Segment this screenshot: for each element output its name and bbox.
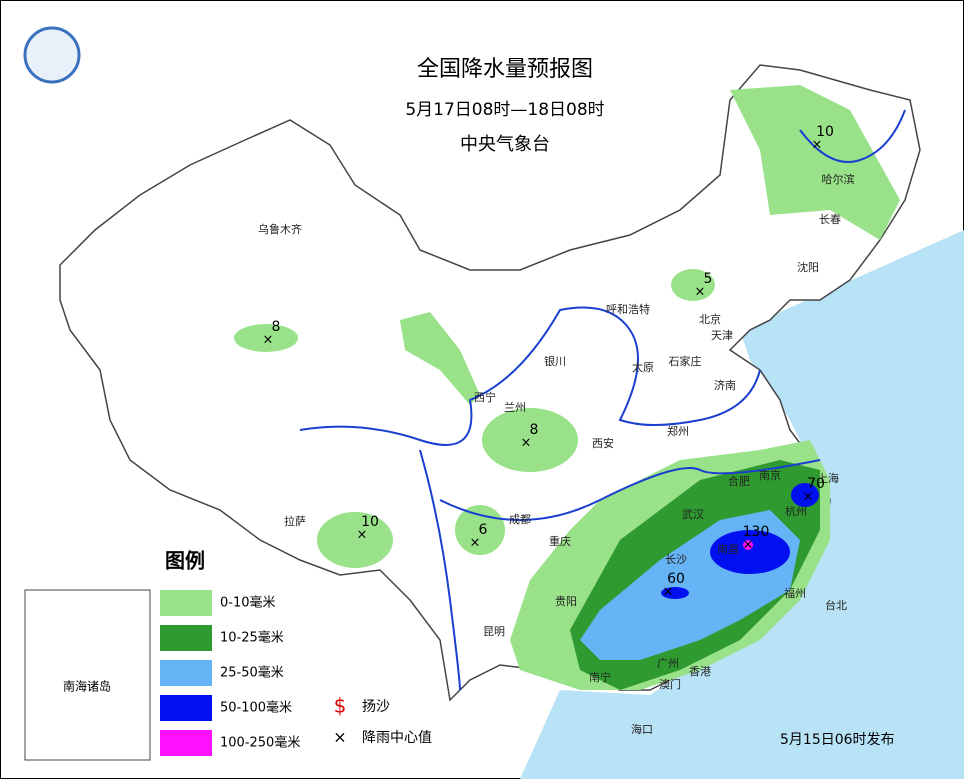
center-cross: × xyxy=(803,490,814,505)
city-label: 南京 xyxy=(759,468,781,482)
city-label: 福州 xyxy=(784,586,806,600)
rain-center-value: 60 xyxy=(667,571,685,587)
center-cross: × xyxy=(743,538,754,553)
zone-rainstorm xyxy=(710,530,790,574)
legend-symbol-label: 降雨中心值 xyxy=(362,730,432,746)
rain-center-value: 5 xyxy=(704,271,713,287)
city-label: 乌鲁木齐 xyxy=(258,222,302,236)
legend-label: 10-25毫米 xyxy=(220,630,284,646)
city-label: 济南 xyxy=(714,378,736,392)
center-cross: × xyxy=(263,333,274,348)
zone-rainstorm xyxy=(791,483,819,507)
city-label: 拉萨 xyxy=(284,514,306,528)
footer: 5月15日06时发布 xyxy=(780,732,895,748)
city-label: 西安 xyxy=(592,436,614,450)
legend-swatch xyxy=(160,625,212,651)
city-label: 郑州 xyxy=(667,424,689,438)
city-label: 台北 xyxy=(825,598,847,612)
rain-center-value: 8 xyxy=(530,422,539,438)
city-label: 西宁 xyxy=(474,390,496,404)
city-label: 香港 xyxy=(689,665,711,678)
rain-center-value: 10 xyxy=(816,124,834,140)
city-label: 合肥 xyxy=(728,474,750,488)
center-cross: × xyxy=(663,585,674,600)
center-cross: × xyxy=(521,436,532,451)
center-cross: × xyxy=(357,528,368,543)
city-label: 南宁 xyxy=(589,670,611,684)
zone-light xyxy=(730,85,900,240)
city-label: 哈尔滨 xyxy=(822,172,855,186)
title: 全国降水量预报图 xyxy=(417,57,593,82)
city-label: 呼和浩特 xyxy=(606,302,650,316)
city-label: 太原 xyxy=(632,361,654,374)
sand-symbol: $ xyxy=(334,694,347,718)
city-label: 南昌 xyxy=(717,543,739,556)
river xyxy=(799,109,906,163)
rain-center-value: 70 xyxy=(807,476,825,492)
city-label: 长沙 xyxy=(665,553,687,566)
city-label: 成都 xyxy=(509,513,531,526)
city-label: 沈阳 xyxy=(797,260,819,274)
legend-swatch xyxy=(160,695,212,721)
city-label: 石家庄 xyxy=(669,354,702,368)
legend-label: 0-10毫米 xyxy=(220,595,276,611)
legend-label: 25-50毫米 xyxy=(220,665,284,681)
period: 5月17日08时—18日08时 xyxy=(405,100,604,120)
center-cross: × xyxy=(695,285,706,300)
cross-symbol: × xyxy=(333,728,346,747)
zone-light xyxy=(482,408,578,472)
center-cross: × xyxy=(812,138,823,153)
legend-label: 50-100毫米 xyxy=(220,700,292,716)
issuer: 中央气象台 xyxy=(460,134,550,155)
city-label: 兰州 xyxy=(504,401,526,414)
inset-box xyxy=(24,589,151,761)
zone-downpour xyxy=(743,540,753,550)
legend-title: 图例 xyxy=(165,549,205,573)
city-label: 杭州 xyxy=(785,504,807,518)
city-label: 广州 xyxy=(657,657,679,670)
zone-light xyxy=(317,512,393,568)
zone-light xyxy=(671,269,715,301)
center-cross: × xyxy=(470,536,481,551)
city-label: 澳门 xyxy=(659,677,681,691)
city-label: 上海 xyxy=(817,471,839,485)
rain-center-value: 6 xyxy=(479,522,488,538)
sea xyxy=(520,230,964,779)
city-label: 天津 xyxy=(711,329,733,342)
city-label: 武汉 xyxy=(682,508,704,521)
city-label: 贵阳 xyxy=(555,595,577,608)
rivers xyxy=(299,109,906,691)
legend-swatch xyxy=(160,660,212,686)
river xyxy=(299,306,761,446)
rain-center-value: 8 xyxy=(272,319,281,335)
river xyxy=(419,449,461,691)
legend-label: 100-250毫米 xyxy=(220,735,300,751)
logo xyxy=(23,26,81,84)
rain-zones xyxy=(234,85,900,690)
zone-light xyxy=(400,312,480,405)
river xyxy=(439,459,821,521)
city-label: 银川 xyxy=(544,354,566,368)
zone-rainstorm xyxy=(661,587,689,599)
legend-symbol-label: 扬沙 xyxy=(362,699,390,715)
city-label: 北京 xyxy=(699,312,721,326)
city-label: 重庆 xyxy=(549,534,571,548)
inset-label: 南海诸岛 xyxy=(63,679,111,694)
legend-swatch xyxy=(160,730,212,756)
zone-light xyxy=(234,324,298,352)
city-label: 海口 xyxy=(631,722,653,736)
rain-center-value: 10 xyxy=(361,514,379,530)
rain-center-value: 130 xyxy=(743,524,770,540)
city-label: 昆明 xyxy=(483,625,505,638)
legend-swatch xyxy=(160,590,212,616)
city-label: 长春 xyxy=(819,213,841,226)
